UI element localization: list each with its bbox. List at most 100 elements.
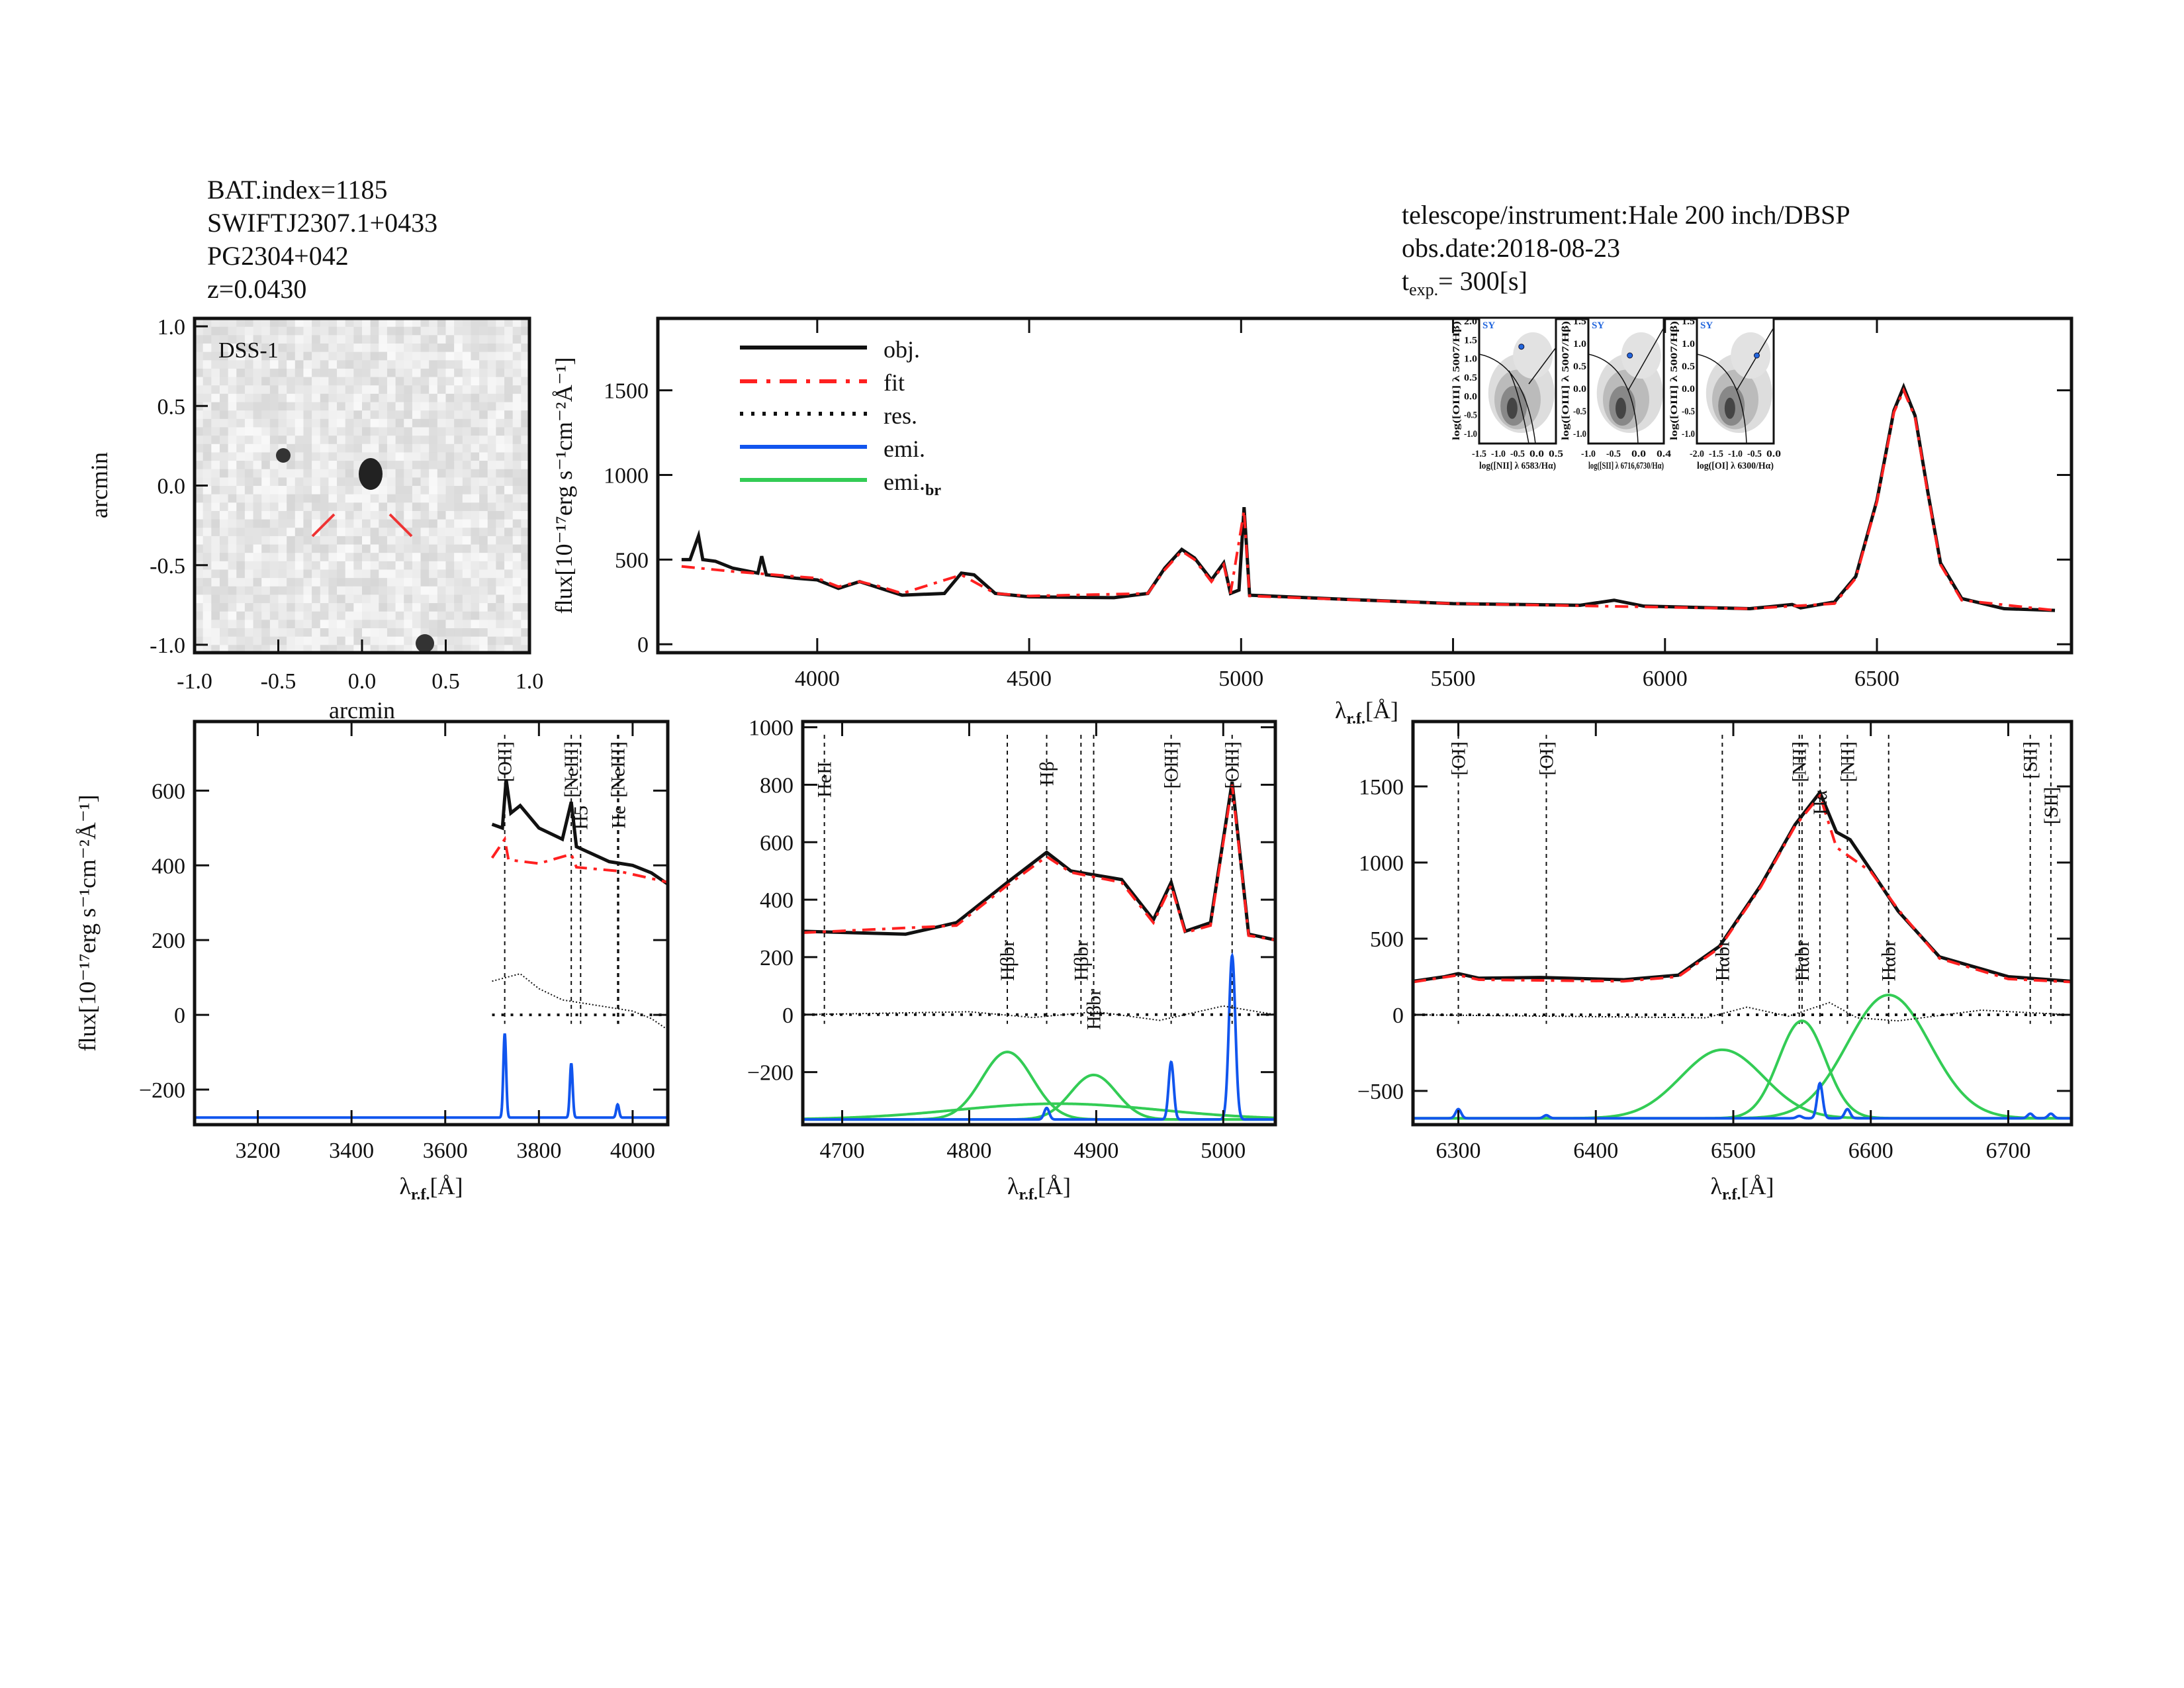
image-pixel <box>379 393 388 402</box>
image-pixel <box>278 519 287 528</box>
image-pixel <box>211 452 220 461</box>
image-pixel <box>328 343 338 353</box>
bpt-y-tick-label: -1.0 <box>1464 429 1477 440</box>
image-pixel <box>211 436 220 445</box>
image-pixel <box>244 368 254 378</box>
image-pixel <box>487 510 496 520</box>
image-pixel <box>445 620 455 629</box>
image-pixel <box>328 620 338 629</box>
image-pixel <box>345 410 354 420</box>
image-pixel <box>420 544 430 553</box>
image-pixel <box>496 486 505 495</box>
image-pixel <box>211 502 220 512</box>
image-pixel <box>387 569 396 579</box>
image-pixel <box>278 494 287 503</box>
image-pixel <box>445 528 455 537</box>
image-pixel <box>244 603 254 612</box>
image-pixel <box>479 444 488 453</box>
image-pixel <box>454 461 463 470</box>
image-pixel <box>211 586 220 595</box>
image-pixel <box>429 586 438 595</box>
image-pixel <box>420 502 430 512</box>
image-pixel <box>236 603 246 612</box>
image-pixel <box>211 393 220 402</box>
image-pixel <box>512 477 522 487</box>
image-pixel <box>462 385 471 395</box>
image-pixel <box>219 427 229 436</box>
image-pixel <box>211 377 220 386</box>
image-pixel <box>512 436 522 445</box>
image-pixel <box>203 628 212 637</box>
image-pixel <box>195 569 204 579</box>
image-pixel <box>219 410 229 420</box>
image-pixel <box>404 452 413 461</box>
image-pixel <box>504 578 514 587</box>
image-pixel <box>219 594 229 604</box>
image-pixel <box>504 360 514 369</box>
image-pixel <box>362 544 371 553</box>
image-pixel <box>504 594 514 604</box>
image-pixel <box>479 452 488 461</box>
image-pixel <box>278 318 287 328</box>
image-pixel <box>337 536 346 545</box>
image-pixel <box>320 528 329 537</box>
y-axis-label: flux[10⁻¹⁷erg s⁻¹cm⁻²Å⁻¹] <box>74 794 101 1051</box>
image-pixel <box>236 519 246 528</box>
image-pixel <box>512 536 522 545</box>
image-pixel <box>236 444 246 453</box>
image-pixel <box>312 561 321 570</box>
image-pixel <box>471 477 480 487</box>
image-pixel <box>211 569 220 579</box>
image-pixel <box>370 318 379 328</box>
image-pixel <box>219 477 229 487</box>
image-pixel <box>261 393 271 402</box>
image-pixel <box>253 620 262 629</box>
image-pixel <box>236 452 246 461</box>
image-pixel <box>404 578 413 587</box>
image-pixel <box>404 402 413 411</box>
image-pixel <box>429 594 438 604</box>
image-pixel <box>362 628 371 637</box>
image-pixel <box>278 402 287 411</box>
image-pixel <box>362 578 371 587</box>
image-pixel <box>211 603 220 612</box>
image-pixel <box>429 603 438 612</box>
image-pixel <box>462 335 471 344</box>
image-pixel <box>462 452 471 461</box>
image-pixel <box>370 586 379 595</box>
image-pixel <box>261 611 271 620</box>
image-pixel <box>487 402 496 411</box>
image-pixel <box>278 603 287 612</box>
image-pixel <box>353 418 363 428</box>
image-pixel <box>278 385 287 395</box>
image-pixel <box>253 494 262 503</box>
image-pixel <box>512 494 522 503</box>
bpt-x-tick-label: -1.0 <box>1581 449 1596 459</box>
image-pixel <box>462 578 471 587</box>
image-pixel <box>295 561 304 570</box>
bpt-y-tick-label: 1.0 <box>1682 339 1695 350</box>
line-label: [OIII] <box>1161 741 1183 789</box>
image-pixel <box>521 385 530 395</box>
image-pixel <box>429 444 438 453</box>
res-series <box>492 972 668 1031</box>
image-pixel <box>244 343 254 353</box>
image-pixel <box>496 436 505 445</box>
image-pixel <box>345 461 354 470</box>
line-label: [NII] <box>1789 741 1811 782</box>
image-pixel <box>387 519 396 528</box>
image-pixel <box>387 360 396 369</box>
image-pixel <box>295 352 304 361</box>
image-pixel <box>236 611 246 620</box>
image-pixel <box>278 594 287 604</box>
image-pixel <box>445 510 455 520</box>
bpt-y-tick-label: -0.5 <box>1464 410 1477 421</box>
image-pixel <box>244 326 254 336</box>
bpt-y-tick-label: -1.0 <box>1682 429 1695 440</box>
image-pixel <box>512 318 522 328</box>
line-label: Hαbr <box>1792 940 1813 981</box>
image-pixel <box>504 402 514 411</box>
image-pixel <box>345 469 354 478</box>
image-pixel <box>253 343 262 353</box>
image-pixel <box>404 477 413 487</box>
